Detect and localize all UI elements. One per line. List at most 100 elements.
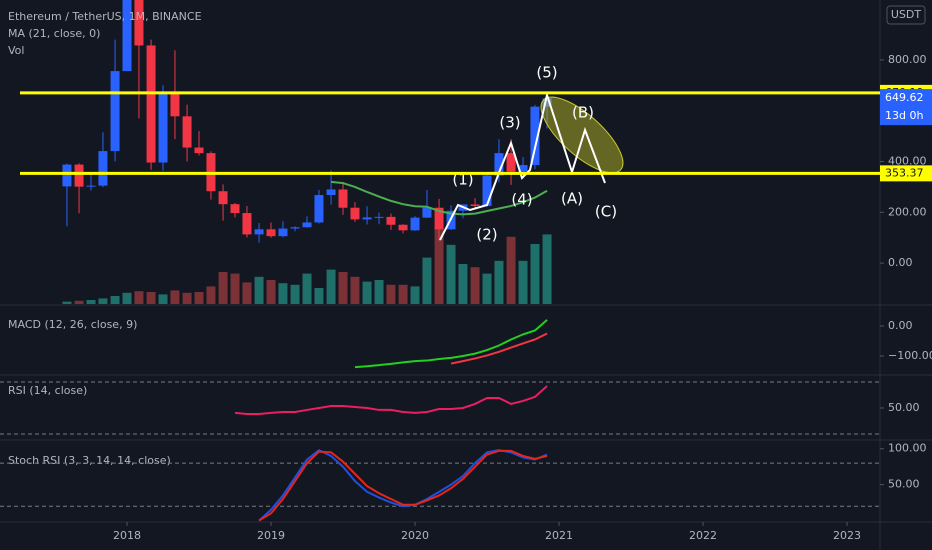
volume-bar xyxy=(386,284,396,304)
x-tick-label: 2021 xyxy=(545,529,573,542)
volume-bar xyxy=(398,284,408,304)
candle-body xyxy=(494,153,504,176)
volume-bar xyxy=(182,292,192,304)
wave-label: (5) xyxy=(536,64,557,82)
indicator-line xyxy=(450,332,548,365)
y-tick-label: 50.00 xyxy=(888,478,920,491)
candle-body xyxy=(254,229,264,235)
wave-label: (C) xyxy=(595,203,617,221)
candle-body xyxy=(350,207,360,220)
wave-label: (2) xyxy=(476,226,497,244)
wave-label: (3) xyxy=(499,114,520,132)
last-price-tag xyxy=(880,89,932,126)
indicator-line xyxy=(234,385,548,415)
candle-body xyxy=(110,71,120,152)
candle-body xyxy=(266,229,276,237)
symbol-title: Ethereum / TetherUS, 1M, BINANCE xyxy=(8,10,202,23)
x-tick-label: 2022 xyxy=(689,529,717,542)
candle-body xyxy=(158,93,168,163)
candle-body xyxy=(98,151,108,186)
candle-body xyxy=(482,175,492,206)
price-level-tag xyxy=(880,165,932,182)
volume-bar xyxy=(482,273,492,304)
candle-body xyxy=(434,207,444,230)
candle-body xyxy=(230,204,240,214)
volume-bar xyxy=(374,280,384,304)
volume-bar xyxy=(530,244,540,304)
candle-body xyxy=(302,222,312,228)
ma-legend: MA (21, close, 0) xyxy=(8,27,100,40)
x-tick-label: 2019 xyxy=(257,529,285,542)
candle-body xyxy=(86,185,96,187)
x-tick-label: 2023 xyxy=(833,529,861,542)
candle-body xyxy=(314,195,324,223)
candle-body xyxy=(386,216,396,225)
volume-bar xyxy=(290,284,300,304)
candle-body xyxy=(506,153,516,172)
indicator-line xyxy=(258,449,548,522)
volume-bar xyxy=(422,257,432,304)
volume-bar xyxy=(542,234,552,304)
volume-bar xyxy=(194,292,204,304)
volume-bar xyxy=(470,267,480,304)
candle-body xyxy=(470,204,480,206)
volume-bar xyxy=(326,269,336,304)
candle-body xyxy=(170,93,180,117)
volume-bar xyxy=(506,236,516,304)
volume-bar xyxy=(518,260,528,304)
price-pane xyxy=(62,0,552,304)
volume-bar xyxy=(206,286,216,304)
volume-bar xyxy=(254,276,264,304)
rsi-legend: RSI (14, close) xyxy=(8,384,87,397)
wave-label: (A) xyxy=(561,190,583,208)
y-tick-label: 400.00 xyxy=(888,155,927,168)
candle-body xyxy=(290,227,300,229)
price-level-label: 353.37 xyxy=(885,166,924,179)
y-tick-label: 0.00 xyxy=(888,256,913,269)
volume-bar xyxy=(314,288,324,304)
candle-body xyxy=(338,189,348,208)
y-tick-label: −100.00 xyxy=(888,349,932,362)
y-tick-label: 200.00 xyxy=(888,205,927,218)
candle-body xyxy=(182,116,192,148)
volume-bar xyxy=(350,276,360,304)
wave-drawing xyxy=(439,91,624,241)
indicator-line xyxy=(330,180,548,216)
y-tick-label: 100.00 xyxy=(888,442,927,455)
macd-legend: MACD (12, 26, close, 9) xyxy=(8,318,137,331)
candle-body xyxy=(62,164,72,187)
candle-body xyxy=(218,191,228,205)
volume-bar xyxy=(434,227,444,304)
indicator-line xyxy=(258,449,548,522)
volume-bar xyxy=(338,272,348,304)
volume-bar xyxy=(62,301,72,304)
volume-bar xyxy=(410,286,420,304)
volume-bar xyxy=(302,273,312,304)
currency-button[interactable] xyxy=(886,5,926,25)
volume-bar xyxy=(362,281,372,304)
candle-body xyxy=(194,147,204,154)
candle-body xyxy=(146,45,156,163)
currency[interactable]: USDT xyxy=(891,8,922,21)
candle-body xyxy=(374,216,384,218)
volume-bar xyxy=(278,283,288,304)
wave-label: (1) xyxy=(452,171,473,189)
volume-bar xyxy=(242,282,252,304)
countdown: 13d 0h xyxy=(885,109,923,122)
candle-body xyxy=(518,165,528,172)
x-tick-label: 2018 xyxy=(113,529,141,542)
volume-bar xyxy=(86,300,96,304)
vol-legend: Vol xyxy=(8,44,24,57)
volume-bar xyxy=(446,244,456,304)
volume-bar xyxy=(170,290,180,304)
candle-body xyxy=(122,0,132,72)
candle-body xyxy=(134,0,144,46)
volume-bar xyxy=(494,260,504,304)
stoch-legend: Stoch RSI (3, 3, 14, 14, close) xyxy=(8,454,171,467)
candle-body xyxy=(242,213,252,235)
last-price-label: 649.62 xyxy=(885,91,924,104)
volume-bar xyxy=(134,291,144,304)
candle-body xyxy=(278,228,288,237)
volume-bar xyxy=(110,296,120,304)
